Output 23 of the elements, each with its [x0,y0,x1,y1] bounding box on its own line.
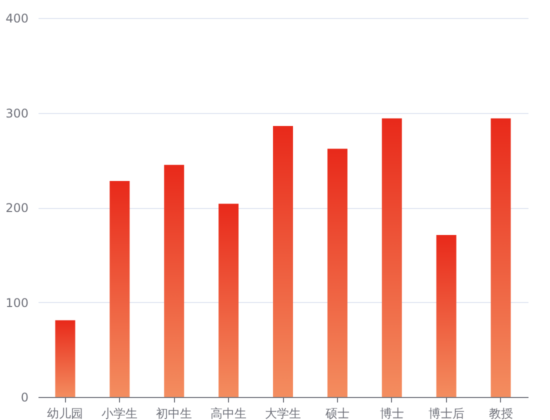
y-tick-label: 400 [6,12,28,26]
x-tick-label: 初中生 [156,406,192,420]
y-tick-label: 0 [20,390,28,404]
bar [110,180,130,397]
x-tick-label: 小学生 [102,406,138,420]
bar [436,234,456,397]
bar [273,126,293,397]
bar [55,320,76,397]
x-tick-label: 教授 [488,406,513,420]
x-tick-label: 硕士 [324,406,350,420]
x-tick-label: 博士后 [428,406,464,420]
x-tick-label: 大学生 [265,406,301,420]
x-tick-label: 博士 [380,406,404,420]
x-tick-label: 幼儿园 [47,406,84,420]
y-tick-label: 200 [6,201,28,215]
bar [327,148,348,397]
bar [218,204,239,397]
bar [382,118,402,397]
y-tick-label: 100 [6,296,28,310]
bar [490,118,511,397]
y-tick-label: 300 [6,106,28,120]
x-tick-label: 高中生 [210,406,247,420]
bar [164,164,184,397]
